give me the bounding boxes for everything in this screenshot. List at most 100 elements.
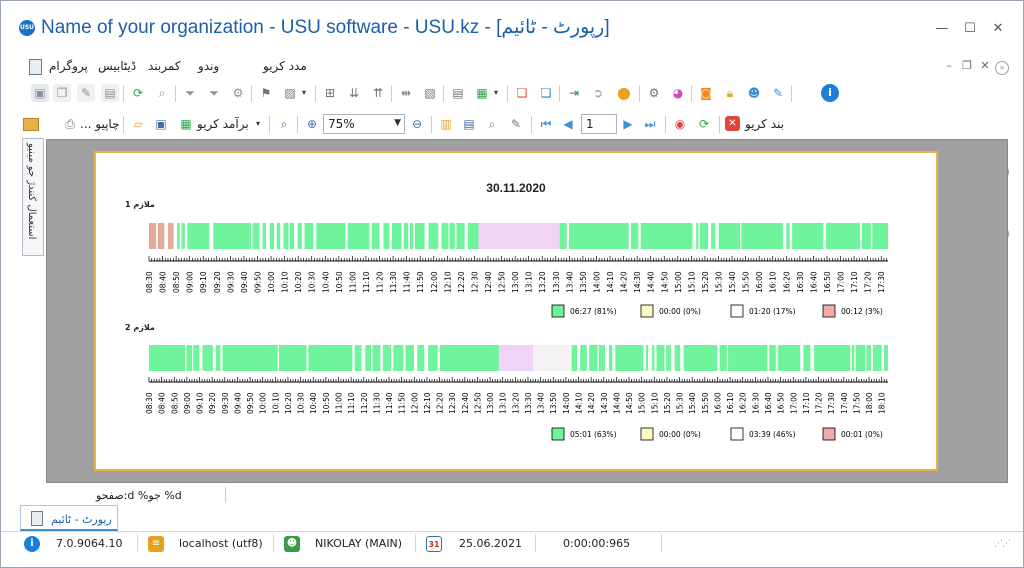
side-panel-tab[interactable]: استعمال کنندڙ جو مینیو <box>22 138 44 256</box>
forward-icon[interactable]: ➲ <box>592 86 604 100</box>
activity-segment <box>769 345 776 371</box>
new-window-icon[interactable]: ❏ <box>516 86 528 100</box>
lock-icon[interactable]: 🔒︎ <box>726 86 734 100</box>
edit-icon[interactable]: ✎ <box>77 84 95 102</box>
activity-segment <box>428 223 439 249</box>
export-label[interactable]: برآمد کریو <box>197 117 249 131</box>
time-label: 11:40 <box>403 271 412 293</box>
activity-segment <box>308 345 353 371</box>
new-record-icon[interactable]: ▣ <box>31 84 49 102</box>
exit-icon[interactable]: ⇥ <box>568 86 580 100</box>
next-page-icon[interactable]: ▶ <box>623 117 633 131</box>
activity-segment <box>559 223 567 249</box>
users-icon[interactable]: ☻ <box>747 86 761 100</box>
close-window-icon[interactable]: ❏ <box>540 86 552 100</box>
settings-gear-icon[interactable]: ⚙ <box>648 86 660 100</box>
close-button[interactable]: ✕ <box>992 21 1004 36</box>
report-settings-icon[interactable]: ✎ <box>510 117 522 131</box>
export-icon[interactable]: ▦ <box>180 117 192 131</box>
prev-page-icon[interactable]: ◀ <box>563 117 573 131</box>
flag-icon[interactable]: ⚑ <box>260 86 272 100</box>
first-page-icon[interactable]: ⏮ <box>540 117 552 131</box>
tab-report-time[interactable]: رپورٹ - ٹائیم <box>20 505 118 531</box>
activity-segment <box>372 345 381 371</box>
delete-icon[interactable]: ▤ <box>101 84 119 102</box>
time-label: 17:20 <box>864 271 873 293</box>
activity-segment <box>666 345 671 371</box>
rss-icon[interactable]: ◙ <box>700 86 712 100</box>
stop-icon[interactable]: ◉ <box>674 117 686 131</box>
open-folder-icon[interactable]: ▱ <box>133 117 143 131</box>
menu-belt[interactable]: کمربند <box>148 59 181 73</box>
export-dropdown-icon[interactable]: ▾ <box>493 88 498 97</box>
time-label: 12:30 <box>448 392 457 414</box>
resize-grip-icon[interactable]: ⋰⋰ <box>994 539 1011 549</box>
find-in-report-icon[interactable]: ⌕ <box>488 117 496 131</box>
info-icon: i <box>24 536 40 552</box>
close-report-label[interactable]: بند کریو <box>745 117 784 131</box>
page-setup-icon[interactable]: ⌕ <box>280 117 288 131</box>
expand-all-icon[interactable]: ⇈ <box>372 86 384 100</box>
close-report-icon[interactable]: ✕ <box>725 116 740 131</box>
image-dropdown-icon[interactable]: ▾ <box>301 88 306 97</box>
copy-icon[interactable]: ❐ <box>53 84 71 102</box>
menu-program[interactable]: پروگرام <box>49 59 88 73</box>
minimize-button[interactable]: — <box>935 21 949 36</box>
folder-icon[interactable] <box>23 118 39 131</box>
activity-segment <box>391 223 402 249</box>
refresh-icon[interactable]: ⟳ <box>132 86 144 100</box>
zoom-in-icon[interactable]: ⊕ <box>306 117 318 131</box>
export-menu-dropdown-icon[interactable]: ▾ <box>255 119 260 128</box>
search-icon[interactable]: ⌕ <box>158 86 166 100</box>
collapse-all-icon[interactable]: ⇊ <box>348 86 360 100</box>
window-title: Name of your organization - USU software… <box>41 17 610 38</box>
print-preview-icon[interactable]: ▤ <box>452 86 464 100</box>
columns-icon[interactable]: ⇹ <box>400 86 412 100</box>
time-label: 16:30 <box>796 271 805 293</box>
info-icon[interactable]: i <box>821 84 839 102</box>
export-excel-icon[interactable]: ▦ <box>476 86 488 100</box>
inner-close-button[interactable]: ✕ <box>980 59 990 72</box>
time-label: 09:40 <box>233 392 242 414</box>
menu-window[interactable]: وندو <box>198 59 220 73</box>
two-pages-icon[interactable]: ▤ <box>463 117 475 131</box>
color-palette-icon[interactable]: ◕ <box>672 86 684 100</box>
time-label: 10:30 <box>308 271 317 293</box>
time-label: 14:20 <box>587 392 596 414</box>
thumbnails-icon[interactable]: ▥ <box>440 117 452 131</box>
activity-segment <box>608 345 613 371</box>
menu-database[interactable]: ڈیٹابیس <box>98 59 137 73</box>
zoom-out-icon[interactable]: ⊖ <box>411 117 423 131</box>
menu-collapse-icon[interactable]: » <box>995 61 1009 75</box>
inner-minimize-button[interactable]: – <box>946 59 952 72</box>
group-icon[interactable]: ⊞ <box>324 86 336 100</box>
save-icon[interactable]: ▣ <box>155 117 167 131</box>
location-icon[interactable]: ⬤ <box>617 86 631 100</box>
zoom-select[interactable]: 75% ▼ <box>323 114 405 134</box>
inner-restore-button[interactable]: ❐ <box>962 59 972 72</box>
last-page-icon[interactable]: ⏭ <box>644 117 656 131</box>
activity-segment <box>270 223 275 249</box>
maximize-button[interactable]: ☐ <box>964 21 976 36</box>
note-icon[interactable]: ▧ <box>424 86 436 100</box>
activity-segment <box>393 345 404 371</box>
activity-segment <box>279 345 307 371</box>
legend-swatch <box>822 304 836 318</box>
image-icon[interactable]: ▨ <box>284 86 296 100</box>
time-label: 16:40 <box>764 392 773 414</box>
filter-clear-icon[interactable]: ⏷ <box>209 86 219 100</box>
print-icon[interactable]: ⎙ <box>65 117 75 131</box>
activity-segment <box>719 345 727 371</box>
filter-settings-icon[interactable]: ⚙ <box>232 86 244 100</box>
employee-2-label: ملازم 2 <box>125 323 155 332</box>
report-preview-area[interactable]: 30.11.2020 ملازم 1 ملازم 2 08:30 08:40 08:… <box>46 139 1008 483</box>
page-number-input[interactable]: 1 <box>581 114 617 134</box>
filter-icon[interactable]: ⏷ <box>185 86 195 100</box>
activity-segment <box>656 345 665 371</box>
activity-segment <box>569 223 629 249</box>
reload-icon[interactable]: ⟳ <box>698 117 710 131</box>
print-label[interactable]: ... چاپیو <box>80 117 120 131</box>
menu-help[interactable]: مدد کریو <box>263 59 307 73</box>
pin-icon[interactable]: ✎ <box>772 86 784 100</box>
time-label: 14:20 <box>620 271 629 293</box>
